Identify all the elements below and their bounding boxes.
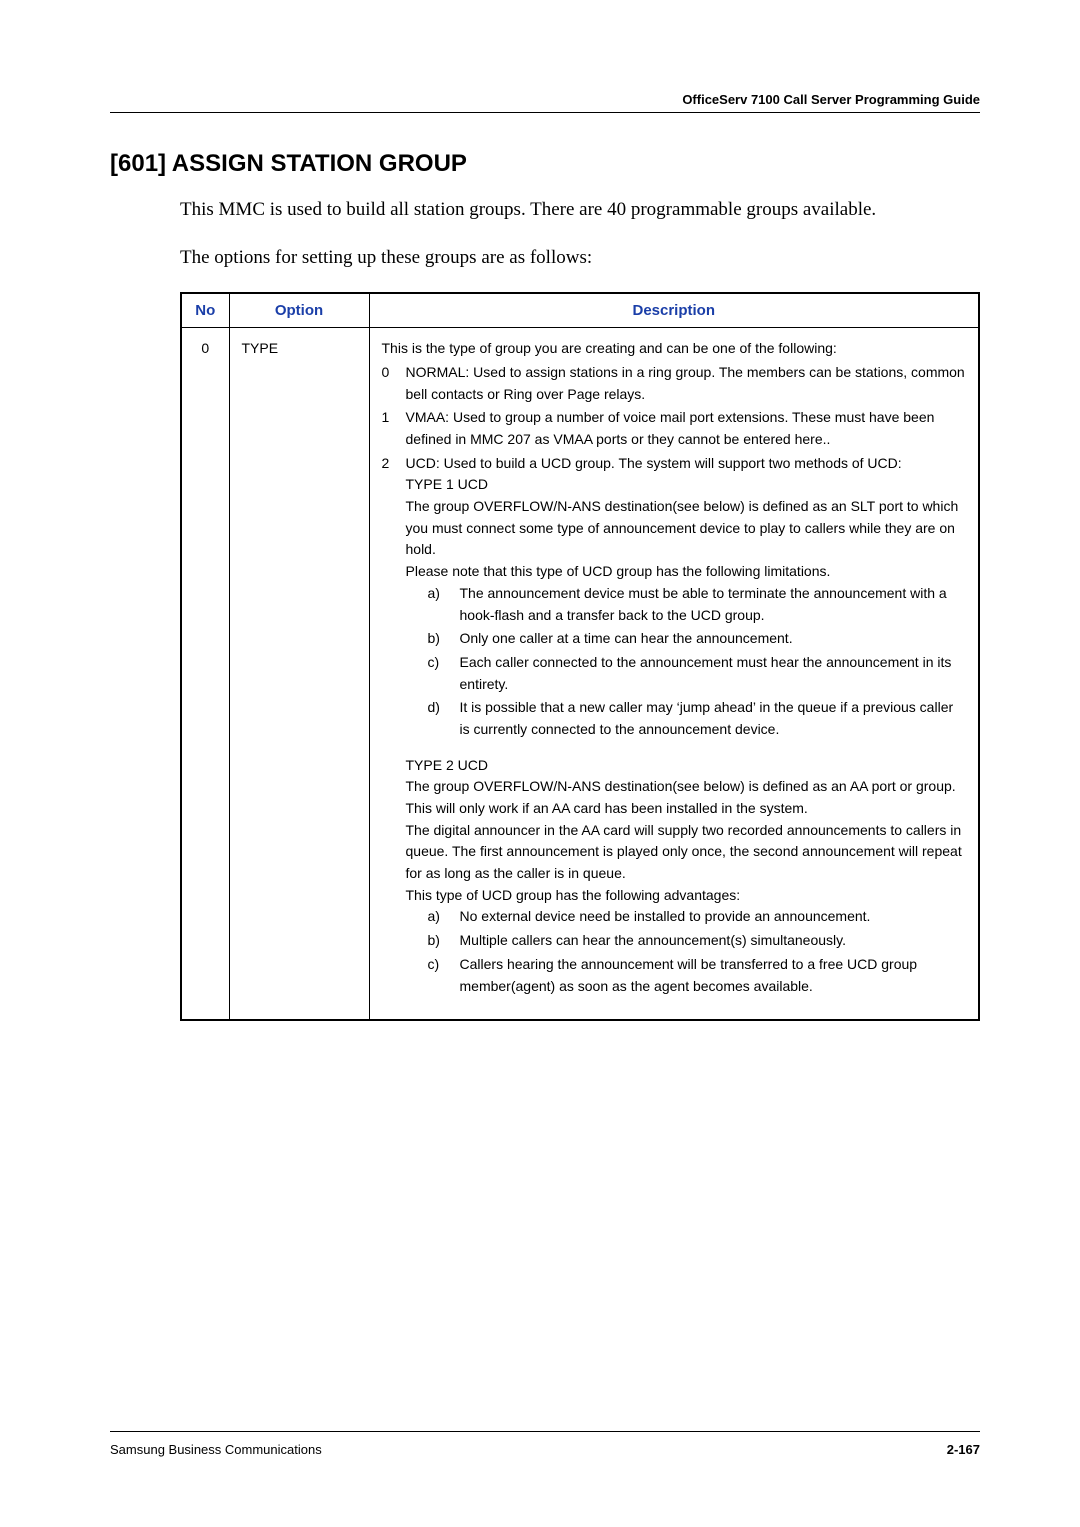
desc-intro: This is the type of group you are creati… bbox=[382, 338, 967, 360]
alpha-text: No external device need be installed to … bbox=[460, 906, 967, 928]
table-header-row: No Option Description bbox=[181, 293, 979, 328]
alpha-label: b) bbox=[428, 930, 448, 952]
running-header: OfficeServ 7100 Call Server Programming … bbox=[682, 92, 980, 107]
list-text: NORMAL: Used to assign stations in a rin… bbox=[406, 362, 967, 405]
intro-paragraph: This MMC is used to build all station gr… bbox=[180, 197, 980, 223]
type2-p3: This type of UCD group has the following… bbox=[406, 887, 741, 903]
alpha-label: b) bbox=[428, 628, 448, 650]
type1-alpha-list: a) The announcement device must be able … bbox=[406, 583, 967, 741]
list-item: d) It is possible that a new caller may … bbox=[428, 697, 967, 740]
alpha-label: a) bbox=[428, 583, 448, 626]
list-number: 2 bbox=[382, 453, 396, 1002]
options-table-wrap: No Option Description 0 TYPE This is the… bbox=[180, 292, 980, 1021]
page: OfficeServ 7100 Call Server Programming … bbox=[0, 0, 1080, 1527]
list-text: VMAA: Used to group a number of voice ma… bbox=[406, 407, 967, 450]
list-item: a) No external device need be installed … bbox=[428, 906, 967, 928]
options-paragraph: The options for setting up these groups … bbox=[180, 245, 980, 271]
col-header-no: No bbox=[181, 293, 229, 328]
list-item: a) The announcement device must be able … bbox=[428, 583, 967, 626]
type1-title: TYPE 1 UCD bbox=[406, 476, 488, 492]
footer-page-number: 2-167 bbox=[947, 1442, 980, 1457]
list-text-inner: UCD: Used to build a UCD group. The syst… bbox=[406, 455, 902, 471]
list-item: 0 NORMAL: Used to assign stations in a r… bbox=[382, 362, 967, 405]
alpha-text: Callers hearing the announcement will be… bbox=[460, 954, 967, 997]
alpha-label: c) bbox=[428, 652, 448, 695]
type1-p2: Please note that this type of UCD group … bbox=[406, 563, 831, 579]
page-footer: Samsung Business Communications 2-167 bbox=[110, 1431, 980, 1457]
footer-left: Samsung Business Communications bbox=[110, 1442, 322, 1457]
alpha-label: a) bbox=[428, 906, 448, 928]
alpha-label: d) bbox=[428, 697, 448, 740]
alpha-text: It is possible that a new caller may ‘ju… bbox=[460, 697, 967, 740]
cell-no: 0 bbox=[181, 328, 229, 1020]
list-item: 2 UCD: Used to build a UCD group. The sy… bbox=[382, 453, 967, 1002]
type2-alpha-list: a) No external device need be installed … bbox=[406, 906, 967, 997]
list-item: b) Multiple callers can hear the announc… bbox=[428, 930, 967, 952]
list-item: c) Callers hearing the announcement will… bbox=[428, 954, 967, 997]
list-number: 1 bbox=[382, 407, 396, 450]
alpha-text: Only one caller at a time can hear the a… bbox=[460, 628, 967, 650]
alpha-label: c) bbox=[428, 954, 448, 997]
col-header-description: Description bbox=[369, 293, 979, 328]
list-item: 1 VMAA: Used to group a number of voice … bbox=[382, 407, 967, 450]
list-text: UCD: Used to build a UCD group. The syst… bbox=[406, 453, 967, 1002]
alpha-text: The announcement device must be able to … bbox=[460, 583, 967, 626]
cell-option: TYPE bbox=[229, 328, 369, 1020]
list-item: c) Each caller connected to the announce… bbox=[428, 652, 967, 695]
header-rule bbox=[110, 112, 980, 113]
type2-title: TYPE 2 UCD bbox=[406, 757, 488, 773]
section-heading: [601] ASSIGN STATION GROUP bbox=[110, 150, 980, 178]
options-table: No Option Description 0 TYPE This is the… bbox=[180, 292, 980, 1021]
alpha-text: Each caller connected to the announcemen… bbox=[460, 652, 967, 695]
spacer bbox=[406, 745, 967, 755]
desc-numbered-list: 0 NORMAL: Used to assign stations in a r… bbox=[382, 362, 967, 1001]
cell-description: This is the type of group you are creati… bbox=[369, 328, 979, 1020]
table-row: 0 TYPE This is the type of group you are… bbox=[181, 328, 979, 1020]
type2-p1: The group OVERFLOW/N-ANS destination(see… bbox=[406, 778, 956, 816]
type1-p1: The group OVERFLOW/N-ANS destination(see… bbox=[406, 498, 959, 557]
col-header-option: Option bbox=[229, 293, 369, 328]
type2-p2: The digital announcer in the AA card wil… bbox=[406, 822, 962, 881]
list-item: b) Only one caller at a time can hear th… bbox=[428, 628, 967, 650]
alpha-text: Multiple callers can hear the announceme… bbox=[460, 930, 967, 952]
list-number: 0 bbox=[382, 362, 396, 405]
